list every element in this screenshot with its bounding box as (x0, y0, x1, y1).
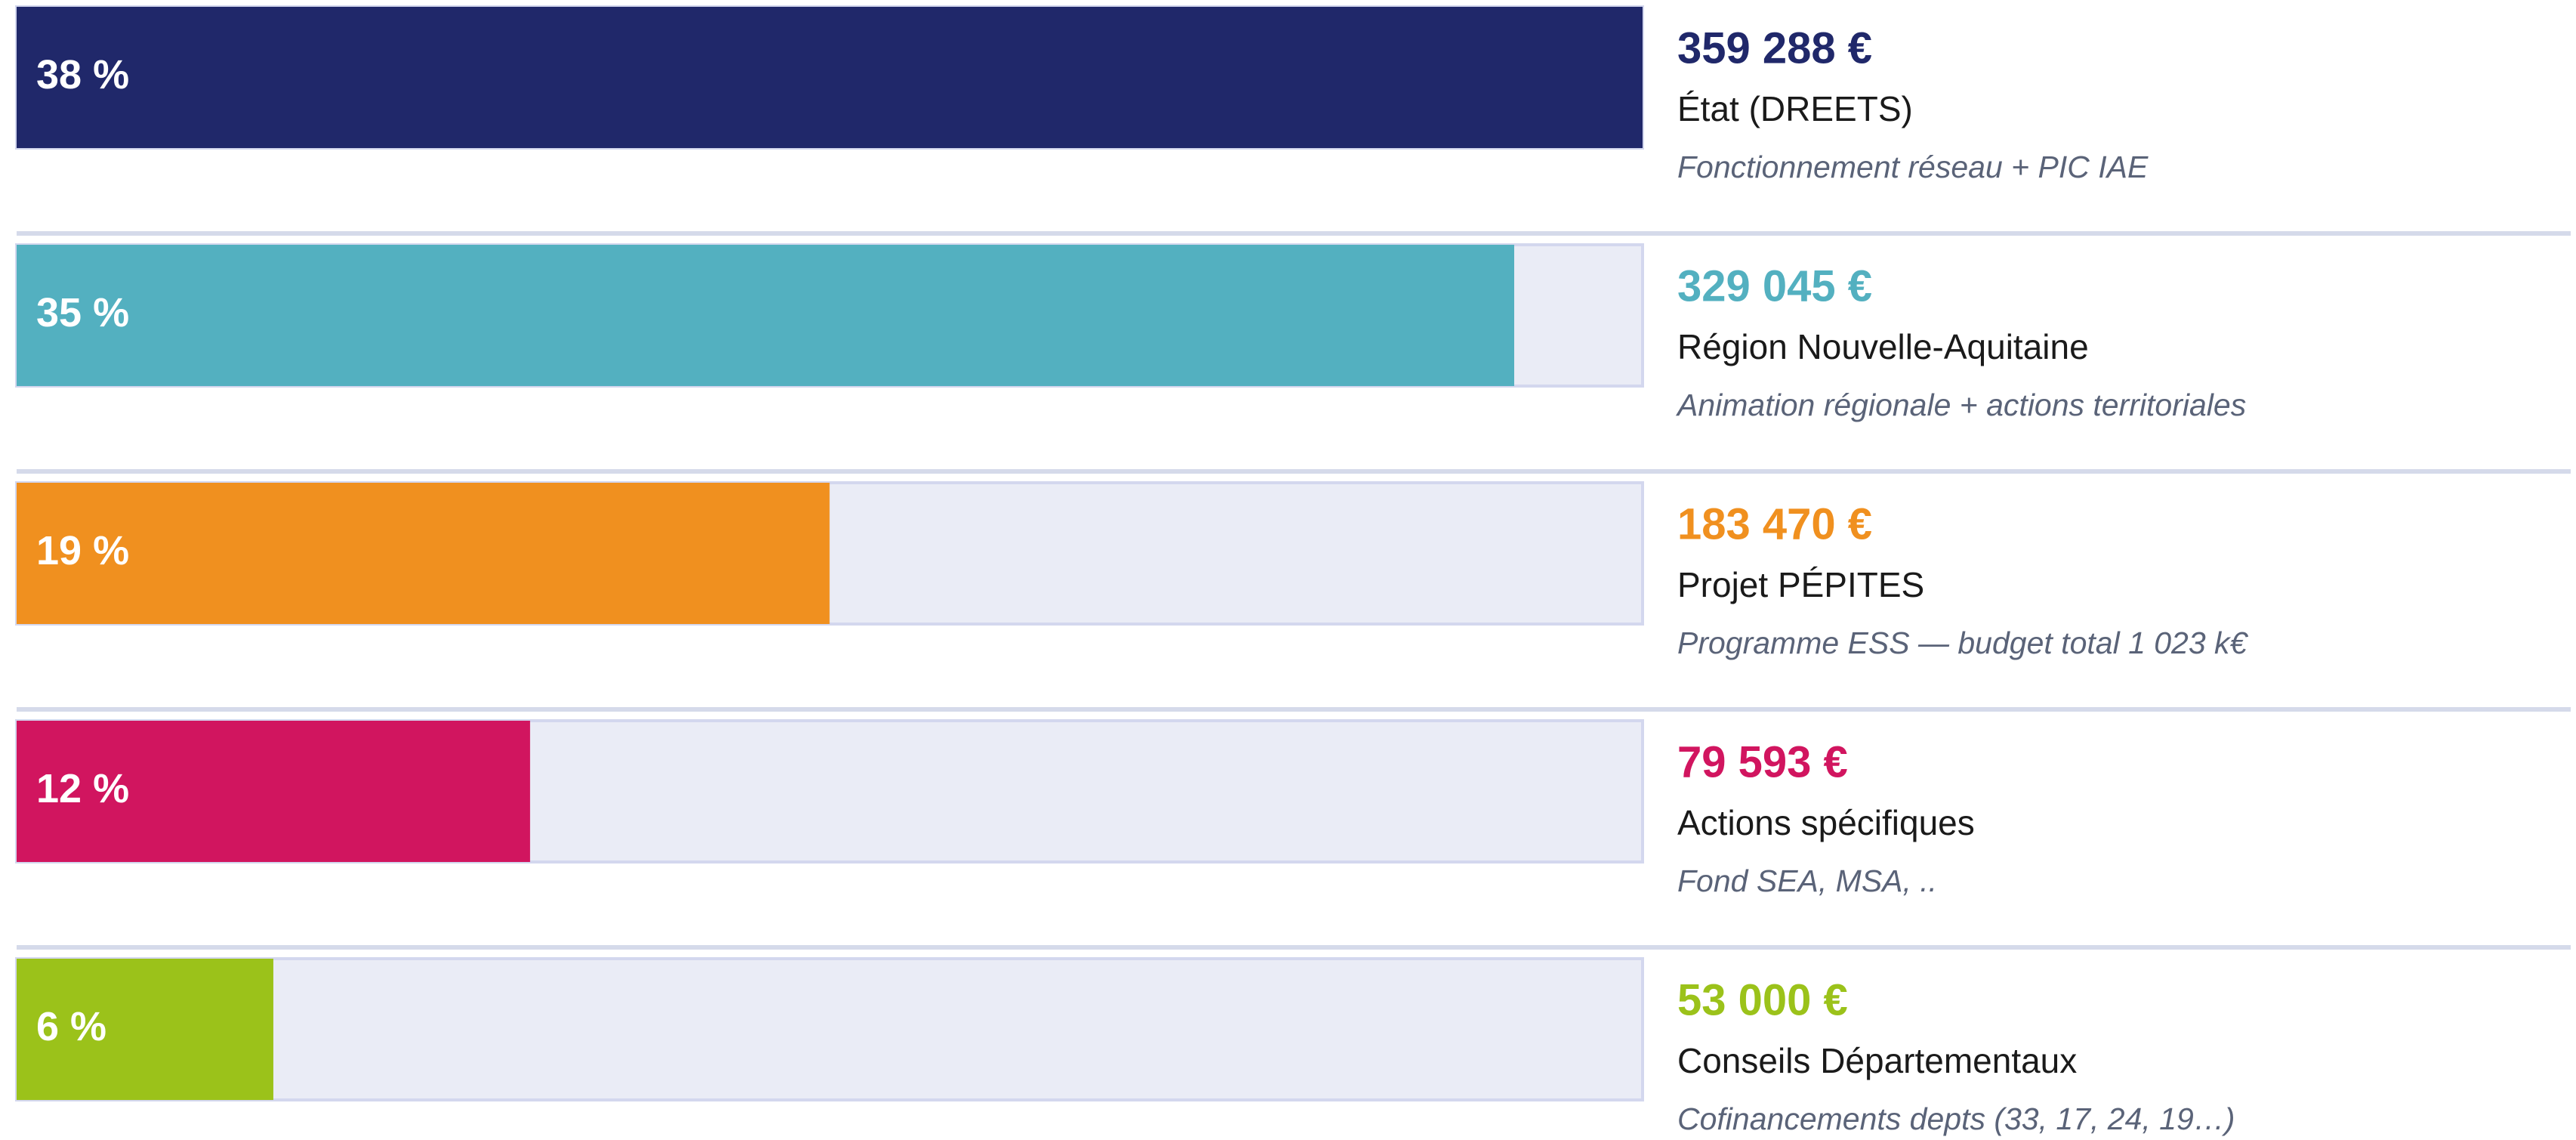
amount-label: 329 045 € (1677, 261, 1872, 310)
description: Cofinancements depts (33, 17, 24, 19…) (1677, 1101, 2235, 1136)
bar (17, 721, 530, 862)
value-label: 35 % (36, 290, 129, 335)
category-label: Région Nouvelle-Aquitaine (1677, 327, 2089, 366)
amount-label: 53 000 € (1677, 975, 1848, 1024)
description: Fond SEA, MSA, .. (1677, 863, 1937, 898)
bar (17, 483, 830, 624)
value-label: 19 % (36, 528, 129, 573)
category-label: Conseils Départementaux (1677, 1041, 2077, 1080)
description: Animation régionale + actions territoria… (1675, 388, 2246, 422)
description: Programme ESS — budget total 1 023 k€ (1677, 626, 2249, 660)
amount-label: 79 593 € (1677, 737, 1848, 786)
bar (17, 245, 1515, 386)
value-label: 38 % (36, 52, 129, 97)
bar (17, 7, 1643, 148)
bar (17, 959, 273, 1100)
value-label: 12 % (36, 766, 129, 811)
category-label: Projet PÉPITES (1677, 565, 1924, 604)
bar-track (15, 957, 1644, 1101)
amount-label: 359 288 € (1677, 23, 1872, 73)
category-label: État (DREETS) (1677, 89, 1913, 128)
amount-label: 183 470 € (1677, 499, 1872, 548)
description: Fonctionnement réseau + PIC IAE (1677, 150, 2149, 184)
category-label: Actions spécifiques (1677, 803, 1975, 842)
value-label: 6 % (36, 1004, 106, 1049)
